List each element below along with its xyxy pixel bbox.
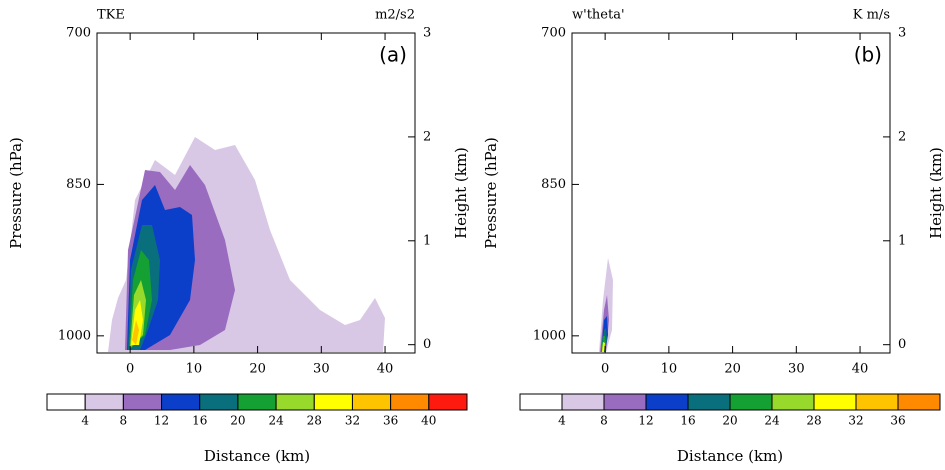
colorbar-label: 4	[558, 414, 566, 428]
y2-tick-label: 2	[423, 129, 431, 144]
y-tick-label: 850	[66, 177, 91, 192]
colorbar-box	[351, 393, 392, 411]
colorbar-label: 28	[307, 414, 322, 428]
plot-frame	[571, 32, 891, 354]
colorbar-box	[313, 393, 353, 411]
colorbar-box	[199, 393, 239, 411]
colorbar-label: 40	[421, 414, 436, 428]
colorbar-box	[428, 393, 468, 411]
y-tick-label: 1000	[533, 328, 566, 343]
y-tick-label: 850	[541, 177, 566, 192]
contour-fill	[132, 320, 139, 345]
panel-label: (b)	[854, 43, 882, 67]
colorbar-label: 36	[383, 414, 398, 428]
contour-fill	[602, 342, 605, 352]
colorbar-box	[813, 393, 857, 411]
colorbar-label: 4	[81, 414, 89, 428]
x-tick-label: 20	[724, 362, 741, 377]
colorbar-box	[729, 393, 773, 411]
colorbar-box	[603, 393, 647, 411]
x-tick-label: 30	[788, 362, 805, 377]
y-tick-label: 700	[66, 26, 91, 41]
colorbar-box	[687, 393, 731, 411]
colorbar-box	[46, 393, 86, 411]
y2-tick-label: 3	[423, 26, 431, 41]
y2-tick-label: 3	[898, 26, 906, 41]
colorbar-box	[897, 393, 941, 411]
unit-label: m2/s2	[375, 8, 415, 23]
colorbar-label: 32	[345, 414, 360, 428]
x-tick-label: 10	[186, 362, 203, 377]
y2-tick-label: 0	[423, 337, 431, 352]
colorbar-label: 20	[722, 414, 737, 428]
x-tick-label: 0	[601, 362, 609, 377]
colorbar-box	[275, 393, 315, 411]
colorbar-box	[645, 393, 689, 411]
colorbar-label: 24	[268, 414, 284, 428]
colorbar-label: 32	[848, 414, 863, 428]
y-tick-label: 1000	[58, 328, 91, 343]
colorbar-box	[519, 393, 563, 411]
y-tick-label: 700	[541, 26, 566, 41]
x-axis-label: Distance (km)	[677, 447, 783, 465]
x-tick-label: 10	[661, 362, 678, 377]
panel-label: (a)	[379, 43, 407, 67]
x-tick-label: 40	[852, 362, 869, 377]
colorbar-box	[390, 393, 430, 411]
x-tick-label: 20	[249, 362, 266, 377]
x-tick-label: 0	[126, 362, 134, 377]
y2-tick-label: 1	[898, 233, 906, 248]
colorbar-label: 28	[806, 414, 821, 428]
colorbar-box	[84, 393, 124, 411]
colorbar-box	[771, 393, 815, 411]
colorbar-box	[161, 393, 201, 411]
colorbar-label: 24	[764, 414, 780, 428]
colorbar-label: 12	[638, 414, 653, 428]
plot-frame	[96, 32, 416, 354]
y2-tick-label: 2	[898, 129, 906, 144]
panel-title: w'theta'	[572, 8, 625, 23]
y2-axis-label: Height (km)	[452, 147, 470, 239]
colorbar-label: 16	[192, 414, 207, 428]
y-axis-label: Pressure (hPa)	[7, 137, 25, 249]
colorbar-label: 36	[890, 414, 905, 428]
x-tick-label: 40	[377, 362, 394, 377]
y2-tick-label: 1	[423, 233, 431, 248]
x-axis-label: Distance (km)	[204, 447, 310, 465]
y2-tick-label: 0	[898, 337, 906, 352]
colorbar-box	[561, 393, 605, 411]
colorbar-label: 12	[154, 414, 169, 428]
panel-title: TKE	[97, 8, 125, 23]
colorbar-label: 20	[230, 414, 245, 428]
colorbar-box	[122, 393, 163, 411]
colorbar-box	[237, 393, 277, 411]
y2-axis-label: Height (km)	[927, 147, 945, 239]
x-tick-label: 30	[313, 362, 330, 377]
colorbar-label: 16	[680, 414, 695, 428]
colorbar-box	[855, 393, 899, 411]
colorbar-label: 8	[120, 414, 128, 428]
y-axis-label: Pressure (hPa)	[482, 137, 500, 249]
colorbar-label: 8	[600, 414, 608, 428]
unit-label: K m/s	[853, 8, 890, 23]
